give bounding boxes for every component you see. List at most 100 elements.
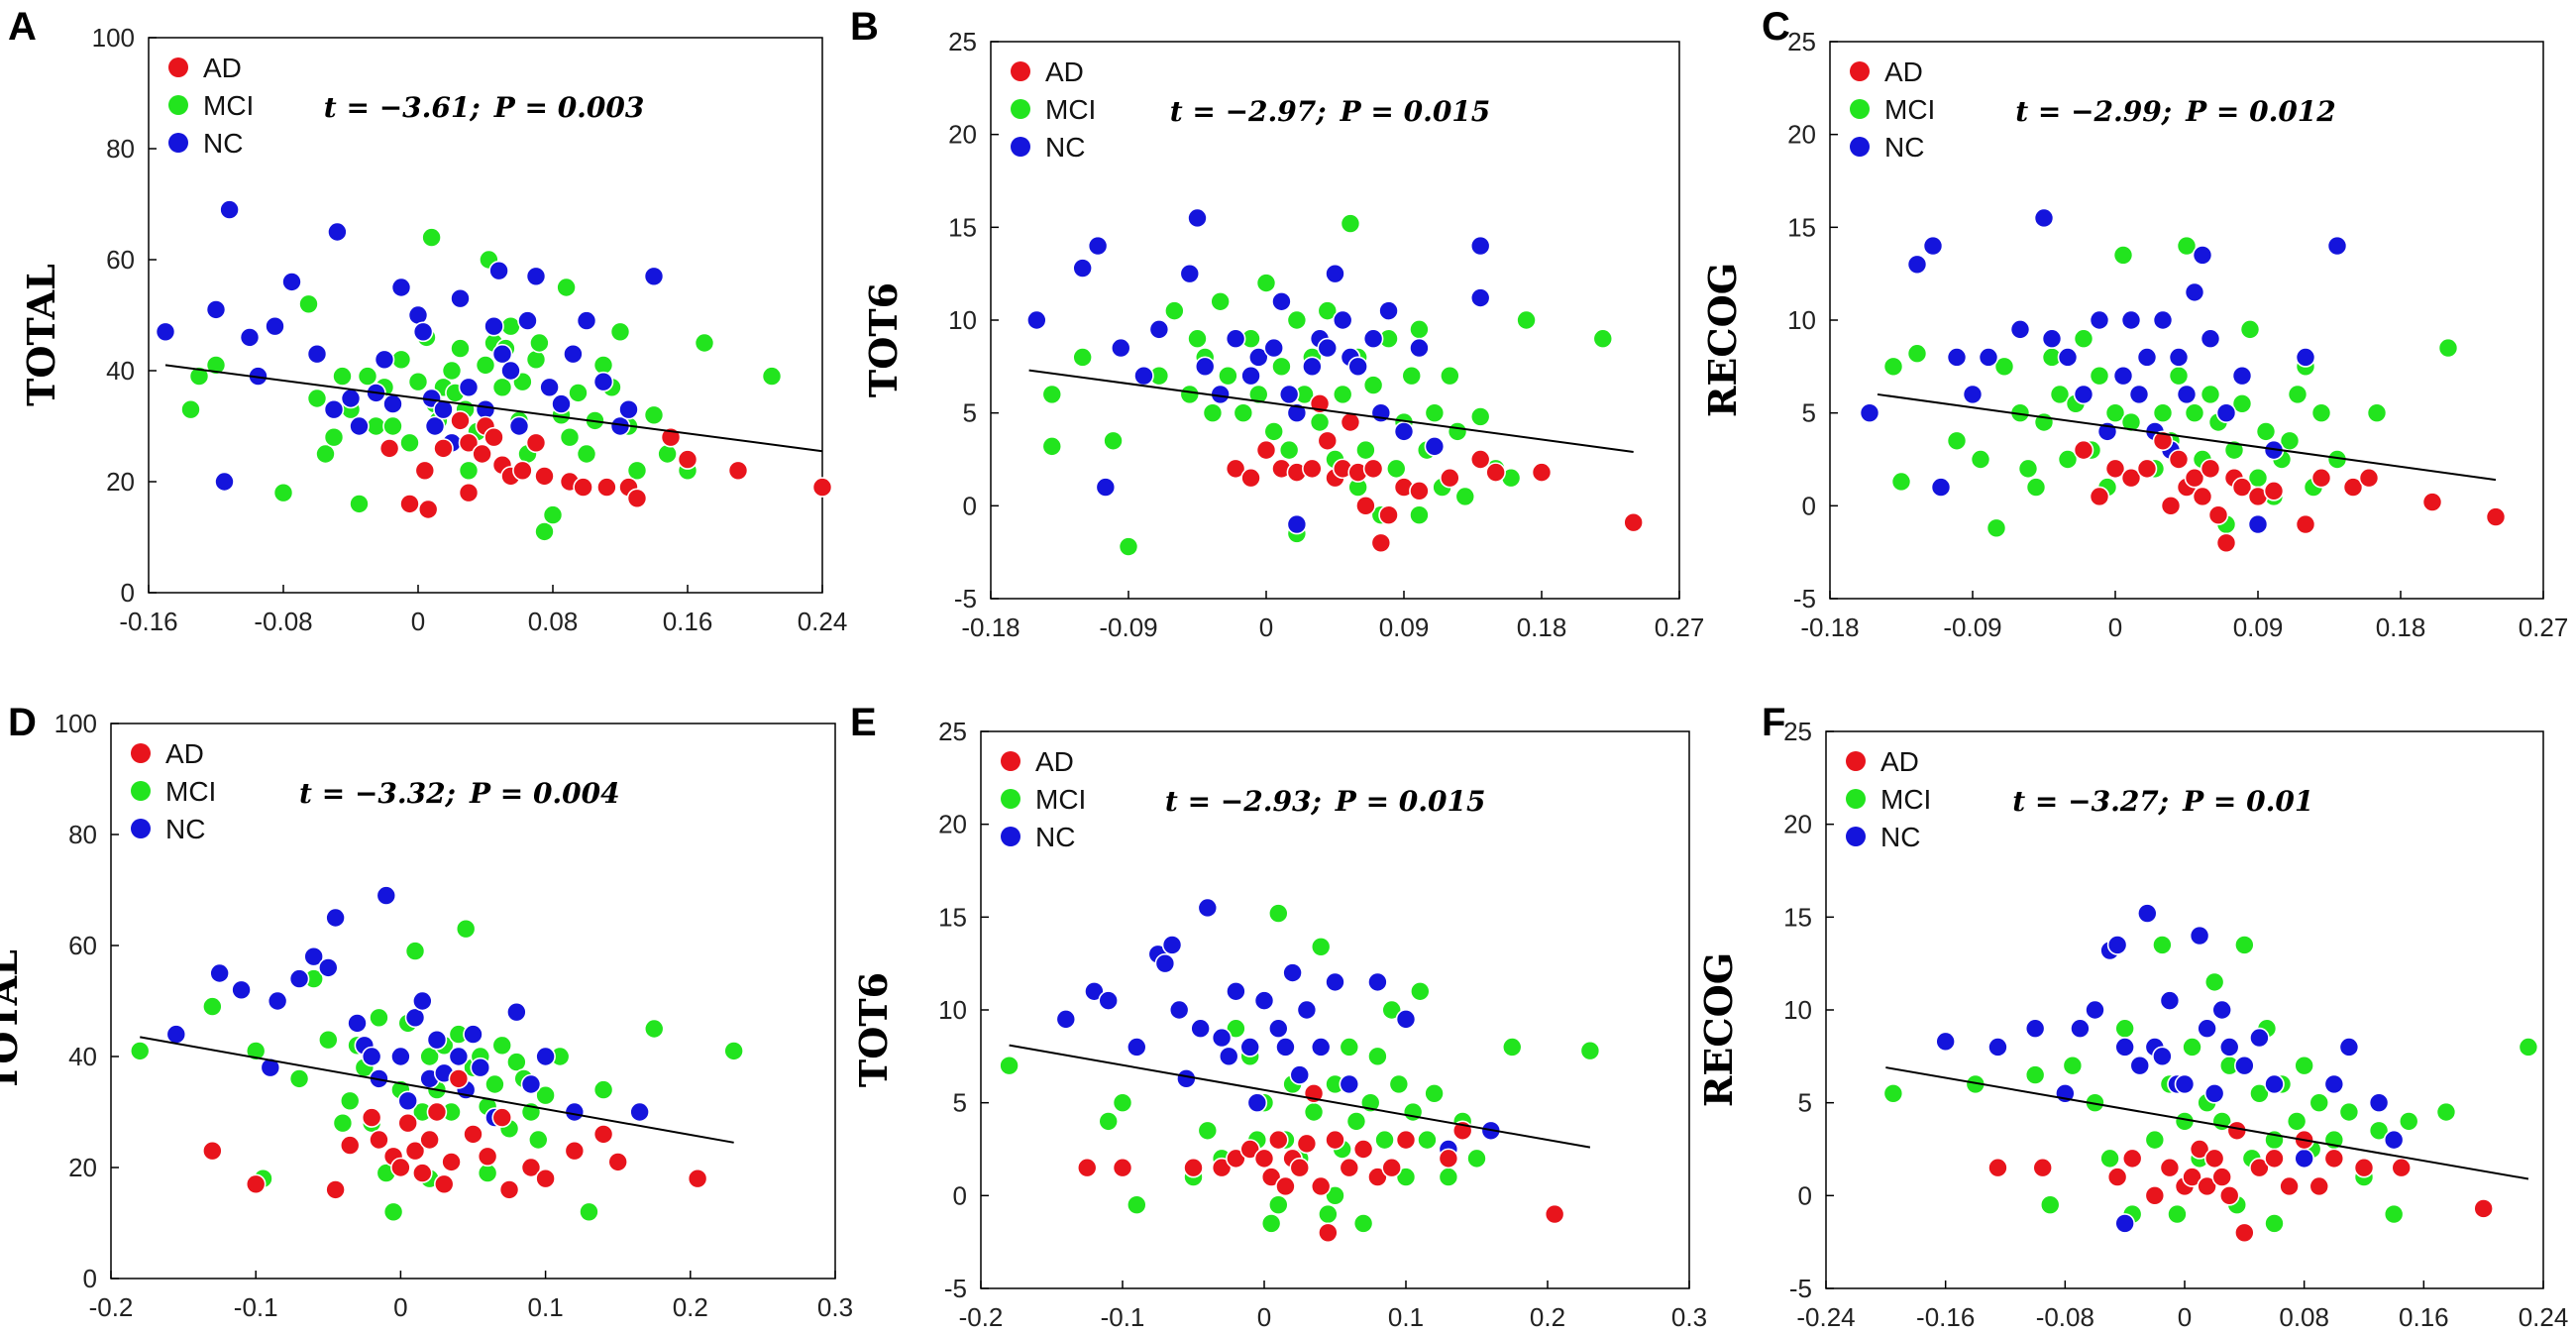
point-nc <box>214 471 235 493</box>
point-mci <box>2062 1055 2084 1076</box>
y-tick-label: 40 <box>68 1042 97 1071</box>
point-ad <box>2152 430 2174 452</box>
point-nc <box>458 377 480 398</box>
point-nc <box>2176 384 2198 405</box>
point-mci <box>2184 402 2205 423</box>
point-nc <box>1310 1037 1332 1058</box>
point-mci <box>1469 406 1491 427</box>
y-tick-label: 5 <box>963 398 977 428</box>
point-mci <box>2167 1203 2188 1225</box>
x-tick-label: 0.27 <box>1655 612 1705 642</box>
point-ad <box>1362 458 1384 480</box>
x-tick-label: 0.16 <box>2399 1302 2449 1332</box>
point-mci <box>1906 343 1928 365</box>
legend-label-ad: AD <box>1045 56 1084 87</box>
x-tick-label: 0.08 <box>2279 1302 2329 1332</box>
point-ad <box>811 477 833 498</box>
point-mci <box>1233 402 1254 423</box>
legend-marker-ad <box>1011 61 1030 81</box>
point-ad <box>1226 1148 1246 1169</box>
stat-t-value: t = −3.32; <box>299 777 456 810</box>
point-mci <box>1417 1129 1438 1151</box>
point-mci <box>404 941 426 961</box>
point-mci <box>643 404 665 426</box>
point-ad <box>441 1152 462 1172</box>
point-ad <box>596 477 617 498</box>
y-tick-label: 25 <box>948 27 977 56</box>
point-nc <box>2264 1073 2285 1095</box>
point-ad <box>2104 458 2126 480</box>
point-nc <box>2057 347 2079 368</box>
x-tick-label: 0.24 <box>2519 1302 2569 1332</box>
point-mci <box>339 1090 361 1112</box>
point-mci <box>1993 356 2015 378</box>
point-nc <box>1367 971 1388 993</box>
point-nc <box>1339 1073 1360 1095</box>
point-ad <box>564 1140 586 1162</box>
point-nc <box>1263 337 1285 359</box>
point-ad <box>677 449 698 470</box>
point-mci <box>1278 439 1300 461</box>
point-mci <box>1118 536 1139 557</box>
point-ad <box>448 1068 470 1089</box>
legend-marker-mci <box>1850 99 1870 119</box>
point-nc <box>592 371 614 392</box>
point-mci <box>1424 1083 1445 1104</box>
point-mci <box>657 443 678 465</box>
point-mci <box>2168 365 2190 387</box>
point-nc <box>2152 309 2174 331</box>
point-nc <box>1161 935 1183 955</box>
point-mci <box>2024 1064 2046 1085</box>
point-mci <box>1318 1203 1339 1225</box>
point-mci <box>2176 235 2198 257</box>
y-axis-label: TOT6 <box>861 282 906 397</box>
point-mci <box>2231 392 2253 414</box>
point-mci <box>626 460 648 482</box>
point-nc <box>349 415 370 437</box>
point-mci <box>1127 1194 1147 1215</box>
x-tick-label: -0.08 <box>254 607 312 636</box>
point-ad <box>534 466 555 487</box>
point-nc <box>1271 290 1292 312</box>
legend-label-mci: MCI <box>1880 784 1931 815</box>
point-nc <box>265 315 285 337</box>
point-mci <box>1438 1167 1459 1187</box>
point-mci <box>1454 486 1476 507</box>
point-ad <box>1255 439 1277 461</box>
point-mci <box>529 332 550 354</box>
point-ad <box>2159 1157 2181 1178</box>
point-mci <box>556 277 577 298</box>
legend-marker-mci <box>1001 789 1020 809</box>
point-mci <box>723 1041 744 1061</box>
point-ad <box>2473 1198 2494 1219</box>
point-ad <box>1355 496 1376 516</box>
point-ad <box>325 1179 346 1200</box>
point-mci <box>323 426 345 448</box>
point-ad <box>491 1107 513 1128</box>
point-nc <box>1286 402 1308 423</box>
point-nc <box>374 349 395 371</box>
point-nc <box>2326 235 2348 257</box>
point-nc <box>525 266 547 287</box>
y-tick-label: 25 <box>938 717 967 746</box>
point-ad <box>477 1146 498 1168</box>
point-nc <box>317 957 339 978</box>
point-mci <box>205 355 227 376</box>
point-mci <box>1374 1129 1395 1151</box>
point-mci <box>2383 1203 2405 1225</box>
point-nc <box>517 310 538 331</box>
point-nc <box>1286 513 1308 535</box>
point-nc <box>1095 477 1117 498</box>
point-mci <box>579 1201 599 1223</box>
point-nc <box>2114 1037 2135 1058</box>
point-ad <box>2358 467 2380 489</box>
stat-p-value: P = 0.012 <box>2185 95 2336 128</box>
point-mci <box>592 1079 614 1100</box>
panel-letter: A <box>8 5 37 49</box>
point-nc <box>1247 347 1269 368</box>
legend-marker-nc <box>168 133 188 153</box>
legend-label-nc: NC <box>1880 822 1920 852</box>
point-mci <box>475 355 496 376</box>
point-mci <box>2368 1120 2390 1142</box>
